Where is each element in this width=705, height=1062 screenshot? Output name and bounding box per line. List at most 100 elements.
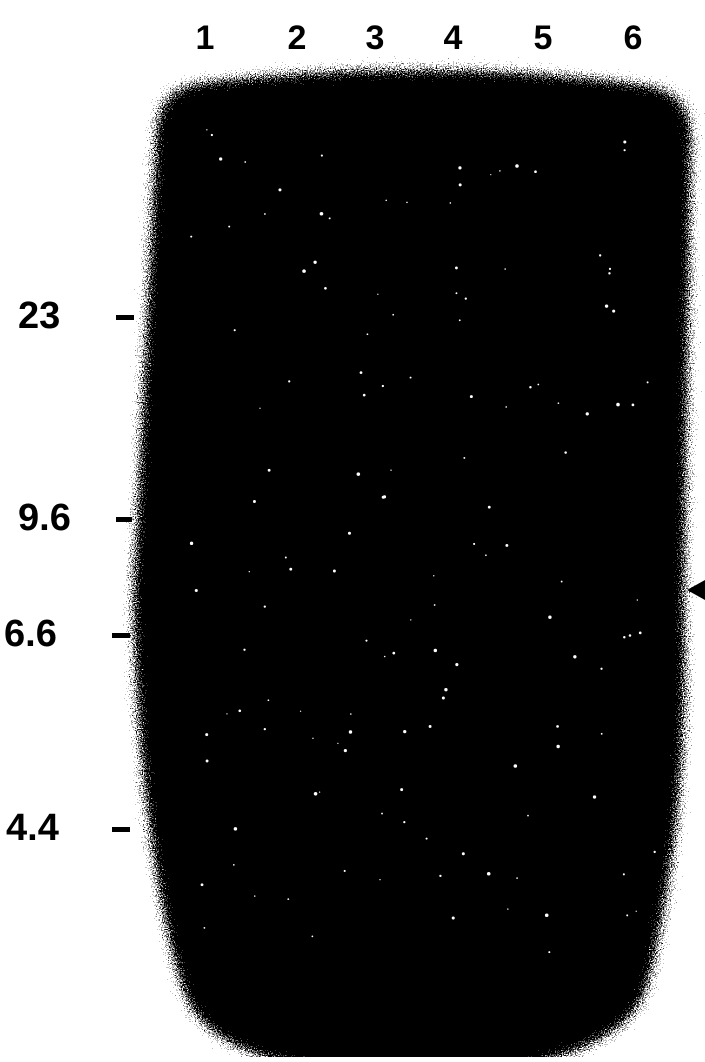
speck (461, 852, 465, 856)
speck (534, 170, 537, 174)
speck (332, 569, 336, 573)
speck (433, 648, 438, 653)
speck (585, 412, 589, 416)
speck (548, 951, 551, 954)
speck (328, 217, 331, 220)
speck (311, 935, 314, 938)
speck (623, 149, 626, 152)
lane-label: 2 (288, 19, 307, 57)
speck (233, 827, 238, 831)
speck (324, 286, 327, 290)
speck (288, 380, 291, 383)
gel (135, 71, 690, 1062)
size-marker-label: 4.4 (6, 807, 59, 849)
speck (385, 199, 387, 202)
speck (557, 402, 560, 405)
speck (455, 266, 458, 270)
speck (400, 788, 404, 792)
speck (600, 732, 603, 735)
speck (302, 269, 306, 273)
speck (379, 879, 381, 881)
speck (200, 883, 204, 887)
speck (243, 648, 246, 651)
speck (337, 742, 339, 745)
speck (485, 554, 487, 557)
speck (248, 571, 250, 573)
speck (392, 651, 396, 655)
speck (573, 655, 577, 659)
speck (604, 304, 609, 308)
speck (238, 709, 242, 713)
speck (299, 710, 302, 712)
speck (455, 663, 459, 667)
speck (444, 688, 448, 692)
speck (556, 725, 559, 728)
speck (206, 129, 208, 131)
speck (233, 329, 236, 332)
speck (628, 634, 632, 637)
lane-label: 3 (366, 19, 385, 57)
speck (287, 898, 290, 901)
speck (636, 599, 639, 601)
speck (313, 792, 318, 796)
speck (455, 292, 458, 295)
speck (263, 213, 266, 215)
speck (210, 133, 213, 137)
marker-ticks (112, 315, 134, 832)
speck (516, 877, 518, 879)
speck (515, 164, 519, 168)
size-marker-label: 23 (18, 295, 60, 337)
speck (616, 402, 620, 407)
speck (623, 636, 626, 639)
lane-label: 6 (624, 19, 643, 57)
speck (319, 211, 324, 216)
speck (194, 588, 198, 593)
speck (205, 733, 209, 737)
speck (560, 580, 563, 583)
speck (527, 814, 529, 817)
speck (507, 908, 509, 910)
lane-label: 5 (534, 19, 553, 57)
speck (410, 619, 412, 621)
speck (458, 166, 462, 170)
speck (381, 384, 384, 388)
speck (348, 730, 353, 734)
speck (623, 140, 627, 144)
speck (350, 713, 352, 715)
speck (318, 791, 321, 793)
speck (390, 469, 392, 471)
speck (263, 727, 266, 731)
speck (383, 655, 386, 658)
speck (631, 403, 635, 407)
speck (365, 639, 368, 642)
speck (622, 873, 625, 876)
speck (458, 183, 462, 187)
speck (469, 395, 473, 399)
speck (228, 225, 231, 228)
speck (343, 869, 346, 872)
gel-specks (189, 129, 656, 954)
speck (463, 456, 466, 459)
speck (638, 631, 642, 635)
speck (504, 268, 506, 270)
speck (403, 821, 406, 824)
speck (612, 309, 616, 313)
speck (458, 319, 461, 322)
speck (312, 737, 314, 740)
speck (499, 170, 501, 172)
speck (403, 729, 407, 734)
speck (646, 381, 649, 384)
speck (254, 895, 256, 897)
speck (441, 696, 445, 700)
speck (653, 850, 656, 854)
speck (600, 667, 603, 670)
lane-label: 1 (196, 19, 215, 57)
speck (189, 541, 194, 546)
speck (537, 383, 540, 386)
speck (362, 393, 366, 397)
speck (564, 451, 567, 454)
speck (439, 874, 442, 878)
speck (263, 605, 266, 608)
speck (486, 871, 491, 876)
